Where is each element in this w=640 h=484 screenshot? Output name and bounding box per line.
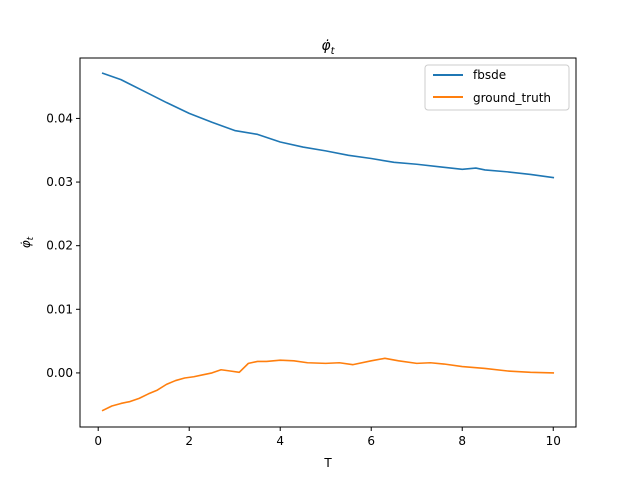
- y-tick-label: 0.04: [46, 111, 73, 125]
- x-tick-label: 8: [458, 434, 466, 448]
- series-line-ground-truth: [101, 357, 555, 412]
- plot-area: [80, 58, 576, 427]
- chart-title: φ̇t: [321, 38, 335, 57]
- y-tick-label: 0.02: [46, 239, 73, 253]
- y-axis-label: φ̇t: [19, 236, 36, 248]
- x-tick-label: 4: [276, 434, 284, 448]
- y-tick-label: 0.00: [46, 366, 73, 380]
- y-axis-label-base: φ̇: [19, 240, 33, 248]
- x-tick-label: 0: [94, 434, 102, 448]
- x-tick-label: 10: [546, 434, 561, 448]
- x-tick-label: 6: [367, 434, 375, 448]
- legend: fbsde ground_truth: [424, 64, 570, 111]
- chart-title-base: φ̇: [321, 38, 331, 54]
- plot-frame: [79, 57, 577, 428]
- x-tick-label: 2: [185, 434, 193, 448]
- legend-box: [424, 64, 570, 111]
- tick-layer: 0 2 4 6 8 10 0.00 0.01 0.02 0.03 0.04: [46, 111, 561, 448]
- x-axis-label: T: [323, 456, 332, 470]
- legend-label-ground-truth: ground_truth: [473, 91, 551, 105]
- y-tick-label: 0.03: [46, 175, 73, 189]
- chart-title-sub: t: [331, 46, 336, 57]
- y-tick-label: 0.01: [46, 302, 73, 316]
- legend-label-fbsde: fbsde: [473, 68, 506, 82]
- y-axis-label-sub: t: [26, 236, 36, 240]
- series-line-fbsde: [101, 72, 555, 179]
- series-layer: [101, 72, 555, 412]
